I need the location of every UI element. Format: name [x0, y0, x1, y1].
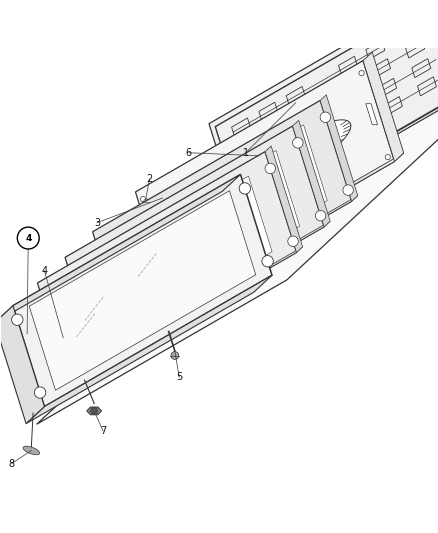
- Polygon shape: [92, 100, 351, 333]
- Polygon shape: [36, 24, 438, 424]
- Text: 4: 4: [25, 233, 32, 243]
- Circle shape: [34, 387, 46, 398]
- Polygon shape: [0, 306, 44, 424]
- Circle shape: [342, 185, 353, 195]
- Circle shape: [239, 183, 250, 194]
- Circle shape: [37, 295, 48, 305]
- Text: 3: 3: [94, 218, 100, 228]
- Text: 7: 7: [99, 426, 106, 435]
- Circle shape: [140, 197, 145, 201]
- Polygon shape: [124, 196, 357, 333]
- Ellipse shape: [23, 446, 39, 455]
- Polygon shape: [265, 146, 302, 253]
- Polygon shape: [89, 150, 299, 334]
- Circle shape: [91, 407, 97, 415]
- Polygon shape: [96, 221, 329, 358]
- Polygon shape: [135, 61, 394, 293]
- Circle shape: [65, 269, 75, 279]
- Polygon shape: [26, 275, 272, 424]
- Circle shape: [292, 138, 302, 148]
- Bar: [212, 151, 226, 158]
- Polygon shape: [292, 120, 329, 227]
- Circle shape: [384, 155, 389, 160]
- Polygon shape: [362, 52, 403, 161]
- Circle shape: [261, 255, 273, 267]
- Text: 4: 4: [41, 266, 47, 276]
- Polygon shape: [37, 152, 296, 384]
- Polygon shape: [189, 171, 253, 213]
- Polygon shape: [13, 174, 272, 407]
- Circle shape: [170, 352, 178, 359]
- Circle shape: [17, 227, 39, 249]
- Text: 1: 1: [242, 148, 248, 158]
- Polygon shape: [319, 95, 357, 201]
- Text: 2: 2: [146, 174, 152, 184]
- Polygon shape: [29, 191, 255, 390]
- Polygon shape: [208, 0, 438, 224]
- Circle shape: [358, 70, 364, 76]
- Circle shape: [88, 342, 98, 352]
- Polygon shape: [62, 176, 272, 359]
- Circle shape: [319, 112, 330, 123]
- Text: 8: 8: [9, 458, 14, 469]
- Text: 6: 6: [185, 148, 191, 158]
- Text: 5: 5: [176, 373, 182, 382]
- Circle shape: [265, 163, 275, 174]
- Circle shape: [314, 211, 325, 221]
- Polygon shape: [166, 153, 403, 293]
- Circle shape: [12, 314, 23, 326]
- Polygon shape: [259, 120, 350, 181]
- Circle shape: [115, 316, 126, 327]
- Polygon shape: [365, 104, 377, 125]
- Polygon shape: [240, 86, 438, 224]
- Circle shape: [60, 367, 71, 378]
- Polygon shape: [0, 174, 240, 323]
- Circle shape: [143, 199, 149, 205]
- Polygon shape: [117, 125, 326, 308]
- Circle shape: [287, 236, 297, 247]
- Polygon shape: [435, 0, 438, 93]
- Polygon shape: [65, 126, 323, 358]
- Circle shape: [92, 243, 103, 254]
- Polygon shape: [87, 407, 101, 415]
- Bar: [225, 193, 239, 200]
- Polygon shape: [69, 247, 302, 384]
- Circle shape: [166, 280, 172, 286]
